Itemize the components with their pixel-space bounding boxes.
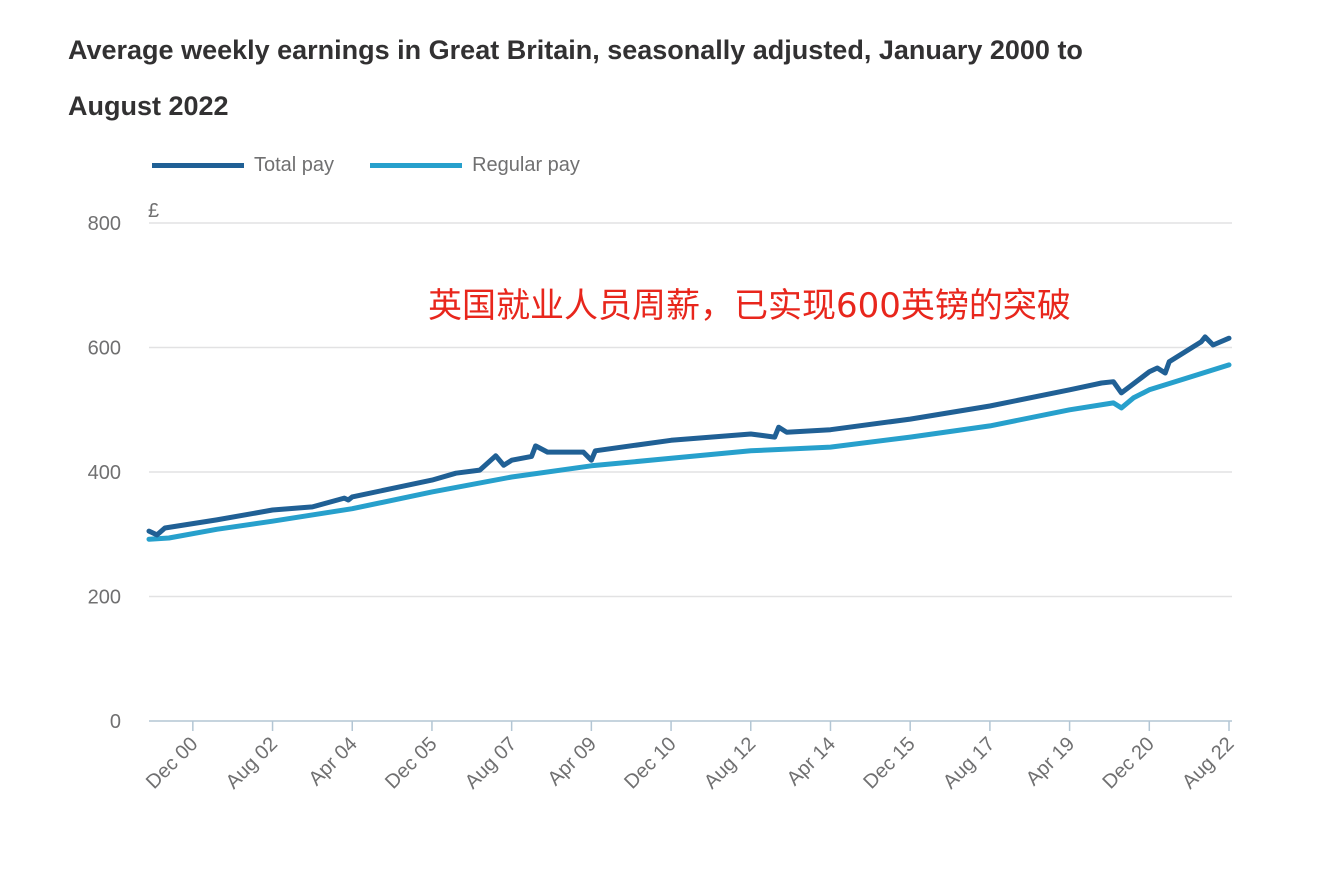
x-tick-label: Aug 02 — [222, 733, 282, 793]
legend-label-total-pay: Total pay — [254, 154, 335, 176]
x-tick-label: Apr 09 — [544, 733, 601, 790]
legend-label-regular-pay: Regular pay — [472, 154, 580, 176]
series-line-regular-pay — [146, 362, 1232, 542]
chart-title: Average weekly earnings in Great Britain… — [68, 35, 1083, 121]
x-tick-label: Aug 22 — [1178, 733, 1238, 793]
y-tick-label: 200 — [88, 587, 121, 609]
annotation-text: 英国就业人员周薪，已实现600英镑的突破 — [428, 286, 1071, 326]
x-tick-label: Aug 07 — [461, 733, 521, 793]
x-tick-label: Apr 14 — [783, 733, 840, 790]
x-tick-label: Apr 19 — [1022, 733, 1079, 790]
y-tick-label: 800 — [88, 213, 121, 235]
legend-item-total-pay: Total pay — [152, 154, 334, 177]
x-tick-label: Dec 10 — [620, 733, 680, 793]
y-axis-unit: £ — [148, 200, 159, 222]
x-tick-label: Dec 15 — [859, 733, 919, 793]
legend: Total pay Regular pay — [152, 154, 616, 177]
x-tick-label: Dec 05 — [381, 733, 441, 793]
legend-item-regular-pay: Regular pay — [370, 154, 580, 177]
x-tick-label: Aug 12 — [700, 733, 760, 793]
series-line-total-pay — [146, 334, 1232, 538]
x-tick-label: Dec 20 — [1098, 733, 1158, 793]
legend-swatch-regular-pay — [370, 163, 463, 168]
x-tick-label: Dec 00 — [142, 733, 202, 793]
x-tick-label: Aug 17 — [939, 733, 999, 793]
legend-swatch-total-pay — [152, 163, 244, 168]
y-tick-label: 600 — [88, 338, 121, 360]
y-tick-label: 0 — [110, 711, 121, 733]
x-tick-label: Apr 04 — [305, 733, 362, 790]
y-tick-label: 400 — [88, 462, 121, 484]
